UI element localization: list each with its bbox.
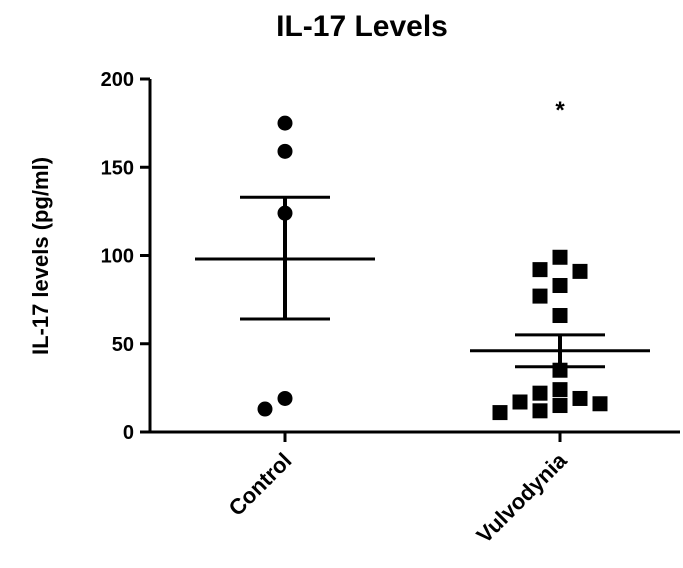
x-category-label: Control [224,448,297,521]
data-point [532,288,548,304]
data-point [257,401,273,417]
data-marks: * [195,97,650,421]
data-point [592,396,608,412]
data-point [552,249,568,265]
y-axis-label: IL-17 levels (pg/ml) [28,157,53,355]
data-point [532,262,548,278]
data-point [492,405,508,421]
y-tick-label: 200 [101,69,134,91]
axes: 0 50 100 150 200 Control Vulvodynia [101,69,680,548]
data-point [277,143,293,159]
significance-annotation: * [555,97,565,124]
y-tick-label: 150 [101,157,134,179]
data-point [552,308,568,324]
y-tick-label: 100 [101,246,134,268]
chart-title: IL-17 Levels [276,10,448,43]
data-point [552,278,568,294]
data-point [572,390,588,406]
data-point [532,403,548,419]
data-point [277,115,293,131]
data-point [552,382,568,398]
data-point [277,390,293,406]
y-tick-label: 50 [112,334,134,356]
data-point [512,394,528,410]
x-category-label: Vulvodynia [471,447,572,548]
y-tick-label: 0 [123,422,134,444]
data-point [552,398,568,414]
data-point [572,263,588,279]
data-point [532,385,548,401]
